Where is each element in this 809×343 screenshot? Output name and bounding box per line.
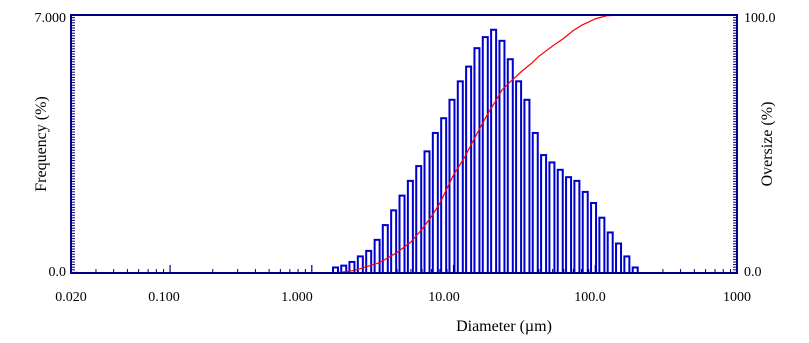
- frequency-bar: [606, 231, 614, 275]
- frequency-bar: [473, 47, 481, 274]
- y-left-axis-title: Frequency (%): [33, 96, 50, 192]
- x-axis-title: Diameter (µm): [456, 318, 552, 335]
- frequency-bar: [531, 131, 539, 274]
- x-tick-label-2: 1.000: [281, 290, 313, 305]
- frequency-bar: [615, 242, 623, 274]
- y-left-tick-label-top: 7.000: [35, 11, 67, 26]
- oversize-curve: [335, 14, 621, 274]
- frequency-bar: [365, 249, 373, 274]
- frequency-bar: [390, 209, 398, 274]
- frequency-bar: [490, 28, 498, 274]
- x-tick-label-1: 0.100: [148, 290, 180, 305]
- x-tick-label-4: 100.0: [574, 290, 606, 305]
- frequency-bar: [465, 65, 473, 274]
- y-right-tick-label-top: 100.0: [744, 11, 776, 26]
- y-right-axis-title: Oversize (%): [759, 102, 776, 187]
- frequency-bar: [498, 39, 506, 274]
- x-tick-label-3: 10.00: [428, 290, 460, 305]
- frequency-bar: [481, 36, 489, 274]
- frequency-bar: [556, 168, 564, 274]
- frequency-bar: [431, 131, 439, 274]
- frequency-bar: [506, 58, 514, 275]
- left-axis: [71, 14, 78, 273]
- frequency-bar: [548, 161, 556, 274]
- right-axis: [730, 14, 737, 273]
- frequency-bar: [540, 154, 548, 274]
- frequency-bar: [398, 194, 406, 275]
- frequency-bar: [581, 190, 589, 274]
- frequency-bar: [406, 179, 414, 274]
- frequency-bar: [565, 176, 573, 274]
- plot-frame: [70, 14, 738, 274]
- frequency-bar: [590, 201, 598, 274]
- bottom-axis: [95, 265, 732, 273]
- frequency-bar: [373, 238, 381, 274]
- frequency-bar: [456, 80, 464, 274]
- frequency-bar: [573, 179, 581, 274]
- frequency-bar: [515, 80, 523, 274]
- frequency-bar: [356, 255, 364, 275]
- y-right-tick-label-bottom: 0.0: [744, 265, 762, 280]
- frequency-bar: [523, 98, 531, 274]
- x-tick-label-5: 1000: [723, 290, 751, 305]
- frequency-bar: [381, 224, 389, 274]
- frequency-bar: [598, 216, 606, 275]
- x-tick-label-0: 0.020: [55, 290, 87, 305]
- frequency-bar: [623, 255, 631, 275]
- frequency-bar: [423, 150, 431, 274]
- y-left-tick-label-bottom: 0.0: [49, 265, 67, 280]
- frequency-bar: [415, 165, 423, 274]
- marks-layer: [332, 14, 639, 275]
- frequency-bar: [448, 98, 456, 274]
